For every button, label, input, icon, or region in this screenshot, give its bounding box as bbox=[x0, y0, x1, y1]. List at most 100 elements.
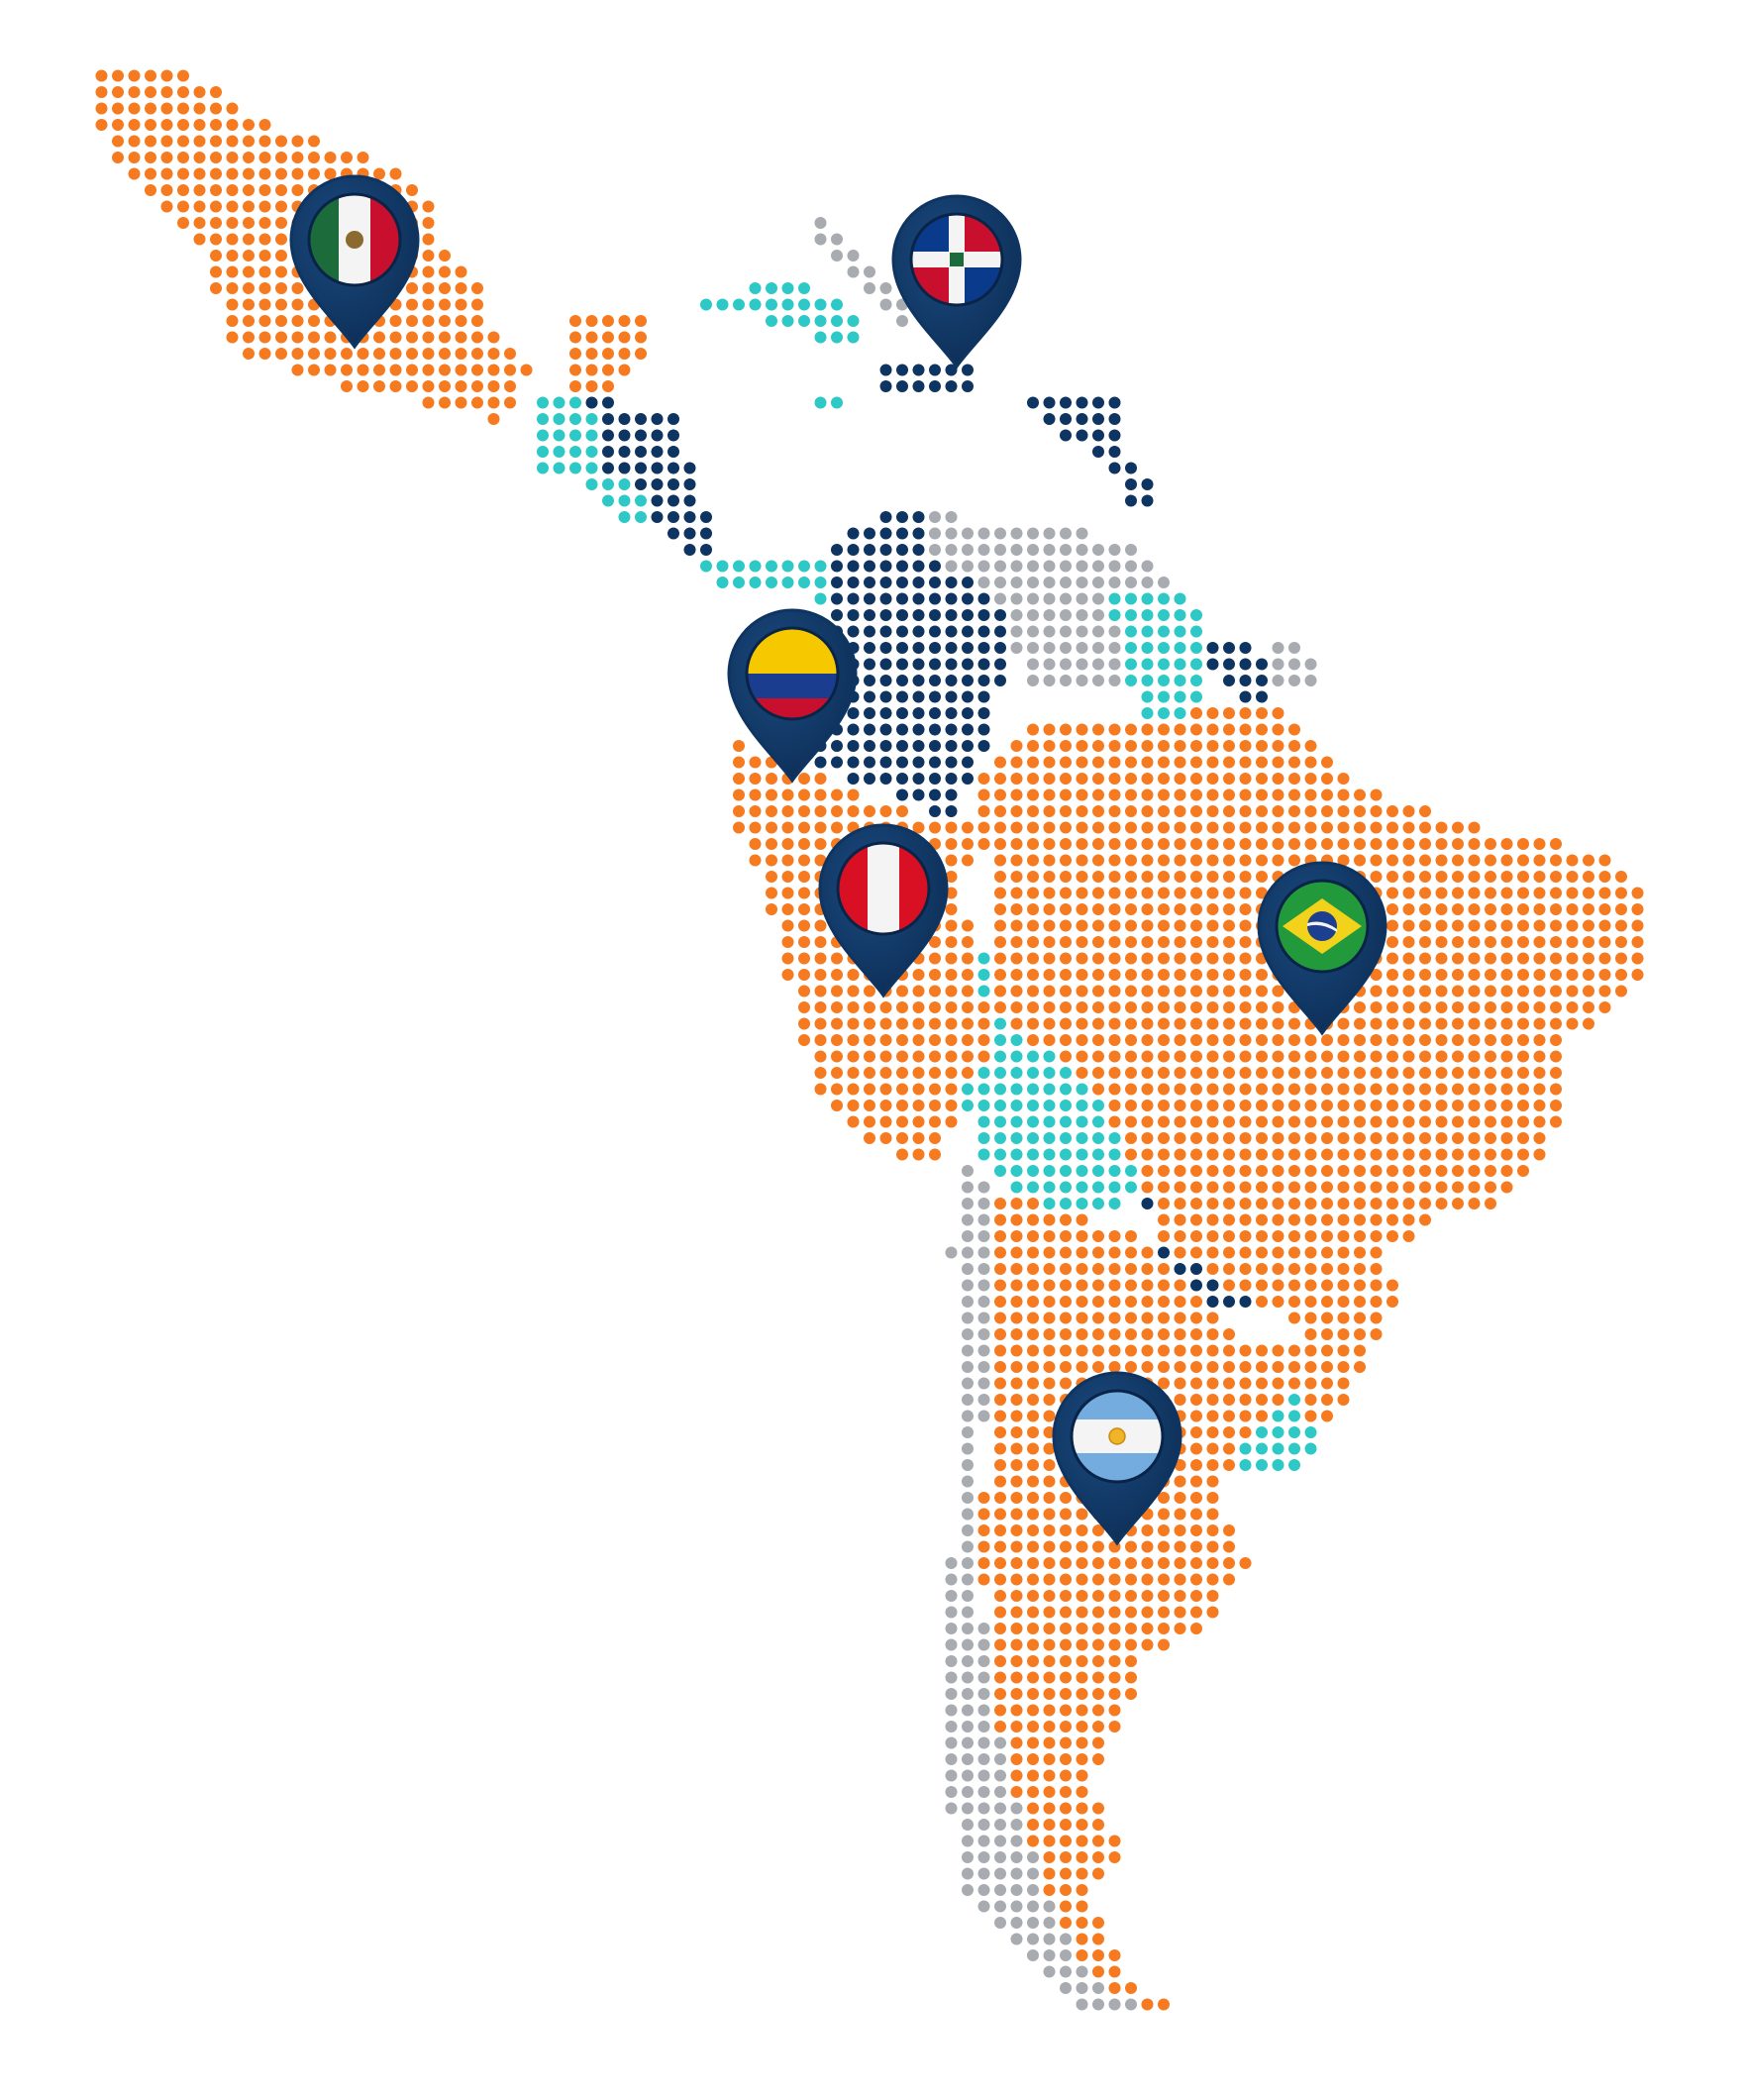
map-dot bbox=[749, 788, 762, 801]
map-dot bbox=[945, 919, 958, 932]
map-dot bbox=[831, 298, 843, 311]
map-dot bbox=[1174, 1083, 1186, 1096]
map-dot bbox=[1141, 1148, 1154, 1161]
map-dot bbox=[1027, 1442, 1039, 1455]
map-dot bbox=[1321, 1328, 1333, 1340]
map-dot bbox=[1190, 1361, 1202, 1373]
pin-argentina[interactable] bbox=[1052, 1371, 1182, 1546]
map-dot bbox=[1223, 1115, 1235, 1128]
map-dot bbox=[977, 1312, 990, 1324]
map-dot bbox=[1043, 1753, 1056, 1765]
map-dot bbox=[1239, 690, 1252, 703]
map-dot bbox=[1158, 903, 1170, 915]
map-dot bbox=[1272, 1100, 1284, 1111]
map-dot bbox=[1452, 1115, 1464, 1128]
map-dot bbox=[1206, 1198, 1219, 1209]
map-dot bbox=[879, 773, 892, 785]
map-dot bbox=[896, 642, 908, 654]
map-dot bbox=[879, 511, 892, 523]
map-dot bbox=[1174, 1296, 1186, 1308]
map-dot bbox=[1158, 936, 1170, 948]
map-dot bbox=[1141, 1557, 1154, 1569]
map-dot bbox=[1223, 788, 1235, 801]
map-dot bbox=[1256, 1426, 1268, 1438]
map-dot bbox=[1027, 1050, 1039, 1063]
map-dot bbox=[1304, 756, 1317, 769]
map-dot bbox=[929, 1115, 941, 1128]
map-dot bbox=[1206, 1361, 1219, 1373]
map-dot bbox=[1125, 1017, 1137, 1030]
map-dot bbox=[226, 200, 239, 213]
map-dot bbox=[945, 1083, 958, 1096]
map-dot bbox=[994, 1100, 1006, 1111]
map-dot bbox=[1468, 1001, 1481, 1013]
pin-peru[interactable] bbox=[818, 823, 949, 998]
map-dot bbox=[1387, 1198, 1398, 1209]
map-dot bbox=[406, 315, 418, 327]
map-dot bbox=[781, 903, 794, 915]
map-dot bbox=[1076, 429, 1088, 442]
map-dot bbox=[733, 740, 745, 752]
map-dot bbox=[1060, 1982, 1072, 1994]
map-dot bbox=[258, 250, 271, 262]
map-dot bbox=[1174, 1148, 1186, 1161]
map-dot bbox=[1043, 577, 1056, 588]
map-dot bbox=[1125, 1606, 1137, 1619]
map-dot bbox=[1060, 952, 1072, 965]
map-dot bbox=[1272, 773, 1284, 785]
map-dot bbox=[945, 1050, 958, 1063]
map-dot bbox=[1141, 577, 1154, 588]
map-dot bbox=[1092, 756, 1104, 769]
map-dot bbox=[962, 723, 974, 736]
map-dot bbox=[1010, 1001, 1023, 1013]
map-dot bbox=[1076, 903, 1088, 915]
map-dot bbox=[210, 86, 222, 98]
map-dot bbox=[1060, 1655, 1072, 1667]
map-dot bbox=[1027, 1851, 1039, 1863]
map-dot bbox=[879, 1100, 892, 1111]
map-dot bbox=[1256, 1279, 1268, 1292]
map-dot bbox=[439, 364, 451, 376]
map-dot bbox=[1239, 1100, 1252, 1111]
map-dot bbox=[912, 690, 925, 703]
map-dot bbox=[1206, 1230, 1219, 1242]
map-dot bbox=[585, 380, 598, 392]
map-dot bbox=[1272, 985, 1284, 998]
map-dot bbox=[357, 348, 369, 360]
map-dot bbox=[1010, 1312, 1023, 1324]
map-dot bbox=[1141, 1540, 1154, 1553]
map-dot bbox=[1174, 1606, 1186, 1619]
map-dot bbox=[1060, 887, 1072, 899]
map-dot bbox=[1043, 1132, 1056, 1144]
map-dot bbox=[929, 1017, 941, 1030]
map-dot bbox=[781, 788, 794, 801]
pin-mexico[interactable] bbox=[289, 174, 420, 350]
map-dot bbox=[1125, 577, 1137, 588]
pin-colombia[interactable] bbox=[727, 608, 858, 784]
map-dot bbox=[1060, 1148, 1072, 1161]
map-dot bbox=[357, 380, 369, 392]
map-dot bbox=[1631, 903, 1644, 915]
map-dot bbox=[1223, 887, 1235, 899]
map-dot bbox=[1174, 871, 1186, 883]
map-dot bbox=[733, 756, 745, 769]
map-dot bbox=[471, 331, 483, 344]
map-dot bbox=[929, 1100, 941, 1111]
map-dot bbox=[962, 1198, 974, 1209]
map-dot bbox=[1043, 1296, 1056, 1308]
map-dot bbox=[994, 1802, 1006, 1815]
pin-brazil[interactable] bbox=[1257, 861, 1387, 1036]
map-dot bbox=[406, 364, 418, 376]
map-dot bbox=[798, 903, 810, 915]
map-dot bbox=[814, 788, 827, 801]
map-dot bbox=[1190, 723, 1202, 736]
flag-ring bbox=[745, 626, 840, 721]
map-dot bbox=[1141, 1638, 1154, 1651]
map-dot bbox=[1092, 413, 1104, 425]
map-dot bbox=[1239, 1557, 1252, 1569]
map-dot bbox=[1108, 1965, 1121, 1978]
map-dot bbox=[1043, 871, 1056, 883]
pin-dominican-republic[interactable] bbox=[891, 194, 1022, 369]
map-dot bbox=[1256, 675, 1268, 686]
map-dot bbox=[945, 690, 958, 703]
